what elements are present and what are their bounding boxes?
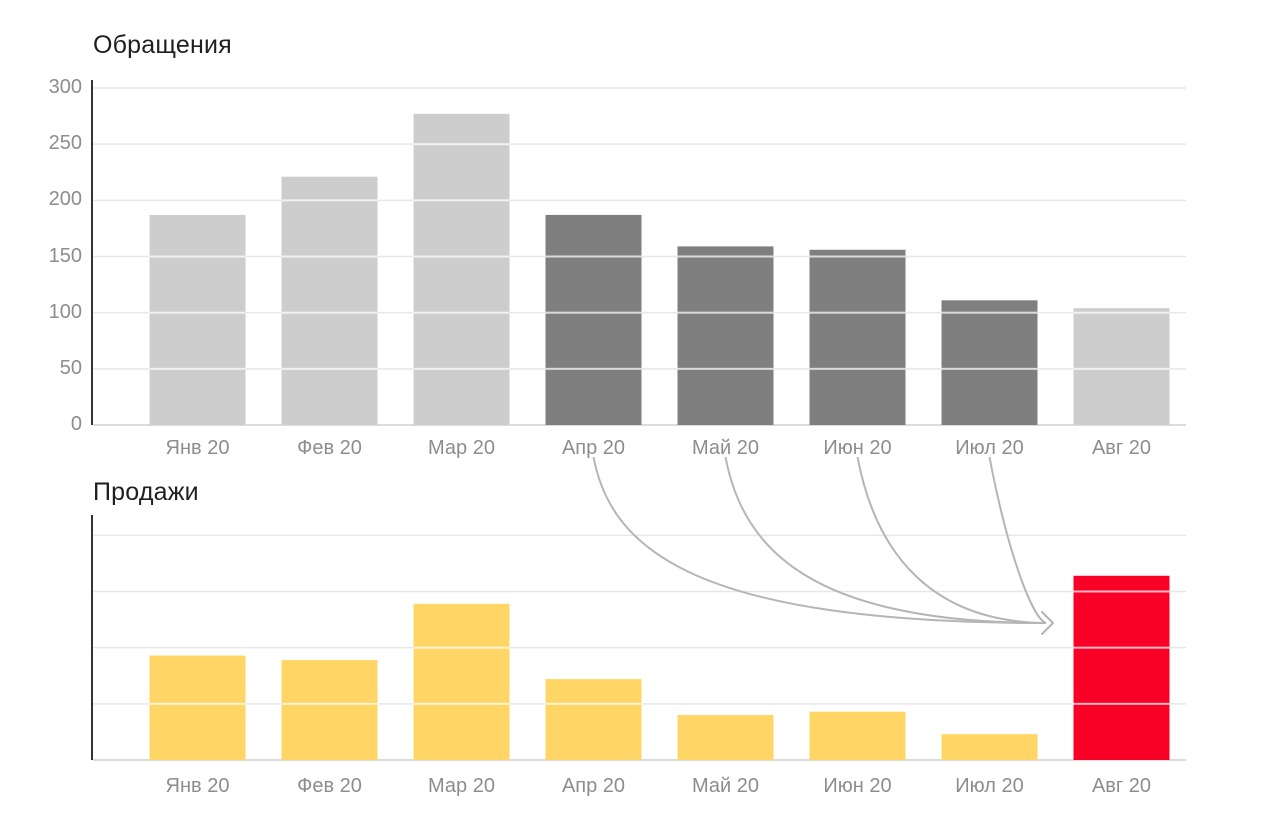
bar-gridline-overlay	[1073, 311, 1170, 314]
bar-gridline-overlay	[281, 367, 378, 370]
bar-gridline-overlay	[149, 367, 246, 370]
bar-gridline-overlay	[1073, 367, 1170, 370]
x-axis-label: Мар 20	[428, 775, 495, 797]
bar-Авг-20	[1073, 308, 1170, 425]
bar-gridline-overlay	[1073, 590, 1170, 593]
bar-gridline-overlay	[413, 255, 510, 258]
x-axis-label: Июл 20	[955, 437, 1024, 459]
bar-gridline-overlay	[545, 255, 642, 258]
bar-gridline-overlay	[545, 311, 642, 314]
bar-gridline-overlay	[413, 143, 510, 146]
bar-gridline-overlay	[413, 311, 510, 314]
bar-Апр-20	[545, 214, 642, 425]
x-axis-label: Фев 20	[297, 437, 362, 459]
bar-Июл-20	[941, 300, 1038, 425]
bar-Июн-20	[809, 711, 906, 760]
bar-Май-20	[677, 715, 774, 760]
x-axis-label: Мар 20	[428, 437, 495, 459]
bar-gridline-overlay	[413, 199, 510, 202]
bar-Янв-20	[149, 214, 246, 425]
annotation-arrow-Апр-20	[592, 456, 1047, 624]
bar-gridline-overlay	[1073, 646, 1170, 649]
bar-gridline-overlay	[281, 199, 378, 202]
x-axis-label: Май 20	[692, 775, 759, 797]
x-axis-label: Авг 20	[1091, 437, 1152, 459]
bar-gridline-overlay	[677, 311, 774, 314]
y-axis-label: 0	[70, 413, 82, 435]
y-axis-label: 300	[48, 76, 82, 98]
bar-Авг-20	[1073, 575, 1170, 760]
x-axis-label: Авг 20	[1091, 775, 1152, 797]
bar-Июн-20	[809, 249, 906, 425]
x-axis-label: Июн 20	[823, 437, 892, 459]
x-axis-label: Июл 20	[955, 775, 1024, 797]
bar-gridline-overlay	[281, 255, 378, 258]
x-axis-label: Фев 20	[297, 775, 362, 797]
bar-Июл-20	[941, 734, 1038, 760]
bar-Мар-20	[413, 603, 510, 760]
y-axis-label: 200	[48, 188, 82, 211]
annotation-arrow-Июл-20	[988, 456, 1047, 624]
y-axis-label: 50	[59, 356, 82, 379]
bar-Фев-20	[281, 660, 378, 760]
bar-gridline-overlay	[1073, 702, 1170, 705]
bar-Апр-20	[545, 679, 642, 760]
bar-gridline-overlay	[281, 311, 378, 314]
bar-gridline-overlay	[677, 367, 774, 370]
bar-gridline-overlay	[809, 367, 906, 370]
bar-gridline-overlay	[809, 311, 906, 314]
bar-gridline-overlay	[413, 702, 510, 705]
bar-gridline-overlay	[149, 702, 246, 705]
annotation-arrow-Май-20	[724, 456, 1047, 624]
bar-gridline-overlay	[413, 646, 510, 649]
bar-Май-20	[677, 246, 774, 425]
annotation-arrowhead	[1041, 611, 1054, 635]
y-axis-label: 150	[48, 244, 82, 267]
bar-gridline-overlay	[413, 367, 510, 370]
x-axis-label: Янв 20	[165, 775, 230, 797]
y-axis-label: 250	[48, 132, 82, 155]
appeals-chart-title: Обращения	[93, 31, 232, 59]
x-axis-label: Июн 20	[823, 775, 892, 797]
bar-gridline-overlay	[677, 255, 774, 258]
x-axis-label: Апр 20	[561, 437, 626, 459]
bar-gridline-overlay	[545, 367, 642, 370]
bar-gridline-overlay	[941, 311, 1038, 314]
x-axis-label: Апр 20	[561, 775, 626, 797]
bar-gridline-overlay	[809, 255, 906, 258]
y-axis-label: 100	[48, 300, 82, 323]
bar-gridline-overlay	[281, 702, 378, 705]
bar-gridline-overlay	[941, 367, 1038, 370]
annotation-arrow-Июн-20	[856, 456, 1047, 624]
bar-Янв-20	[149, 655, 246, 760]
bar-Фев-20	[281, 176, 378, 425]
bar-gridline-overlay	[545, 702, 642, 705]
x-axis-label: Янв 20	[165, 437, 230, 459]
sales-chart-title: Продажи	[93, 478, 199, 506]
bar-gridline-overlay	[149, 311, 246, 314]
bar-Мар-20	[413, 113, 510, 426]
bar-gridline-overlay	[149, 255, 246, 258]
x-axis-label: Май 20	[692, 437, 759, 459]
